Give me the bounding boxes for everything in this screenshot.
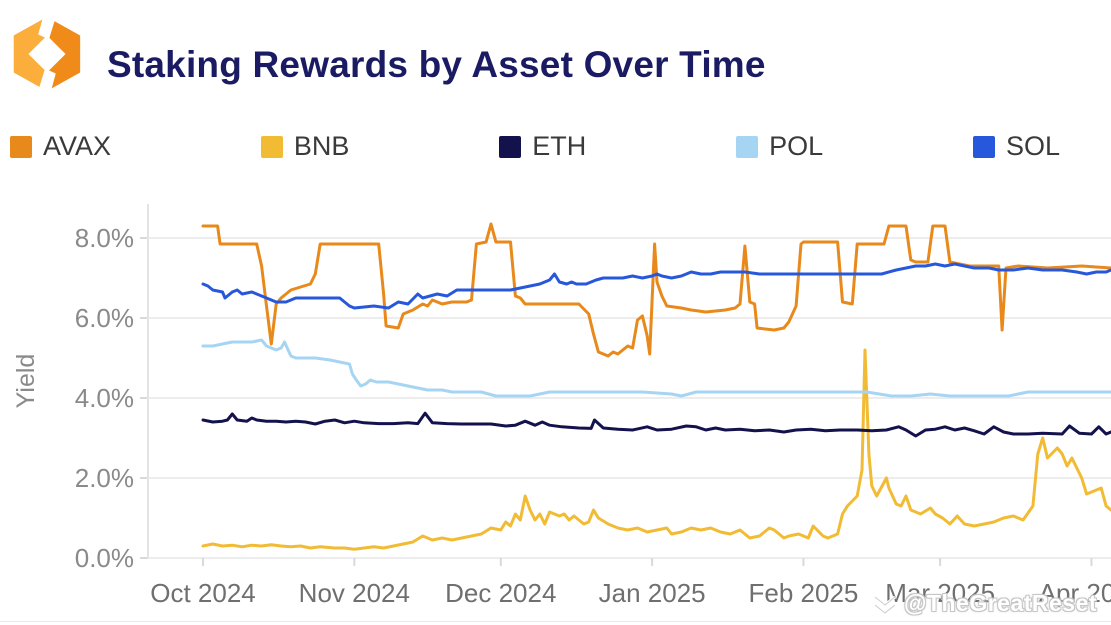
legend-color-swatch	[736, 135, 759, 158]
legend-color-swatch	[10, 135, 32, 158]
y-tick-label-6.0%: 6.0%	[75, 303, 134, 333]
legend-label: POL	[769, 131, 824, 161]
y-tick-label-4.0%: 4.0%	[75, 383, 134, 413]
y-tick-label-0.0%: 0.0%	[75, 543, 134, 573]
x-tick-label-jan-2025: Jan 2025	[599, 578, 706, 608]
x-tick-label-apr-2025: Apr 2025	[1039, 578, 1111, 608]
y-tick-label-8.0%: 8.0%	[75, 223, 134, 253]
legend-item-pol[interactable]: POL	[736, 131, 823, 162]
chart-legend: AVAX BNB ETH POL SOL	[10, 131, 1060, 162]
legend-color-swatch	[499, 135, 522, 158]
legend-color-swatch	[972, 135, 995, 158]
page-title: Staking Rewards by Asset Over Time	[107, 44, 766, 85]
series-line-avax	[201, 222, 1111, 358]
legend-label: ETH	[532, 131, 587, 161]
series-line-bnb	[201, 348, 1111, 551]
legend-label: BNB	[293, 131, 350, 161]
watermark-text: @TheGreatReset	[904, 590, 1098, 616]
x-tick-label-feb-2025: Feb 2025	[749, 578, 859, 608]
watermark: @TheGreatReset	[872, 590, 1097, 617]
x-tick-label-mar-2025: Mar 2025	[885, 578, 995, 608]
x-tick-label-nov-2024: Nov 2024	[299, 578, 410, 608]
staking-rewards-logo	[13, 13, 81, 95]
bottom-divider	[0, 621, 1111, 622]
y-axis-title: Yield	[12, 354, 40, 409]
x-tick-label-oct-2024: Oct 2024	[150, 578, 256, 608]
series-line-eth	[201, 411, 1111, 438]
y-tick-label-2.0%: 2.0%	[75, 463, 134, 493]
legend-item-bnb[interactable]: BNB	[260, 131, 350, 162]
legend-label: SOL	[1005, 131, 1060, 161]
legend-label: AVAX	[43, 131, 112, 161]
double-chevron-diamond-icon	[874, 595, 896, 615]
legend-item-eth[interactable]: ETH	[499, 131, 586, 162]
x-tick-label-dec-2024: Dec 2024	[445, 578, 556, 608]
legend-item-avax[interactable]: AVAX	[10, 131, 111, 162]
legend-item-sol[interactable]: SOL	[972, 131, 1060, 162]
legend-color-swatch	[260, 135, 283, 158]
series-line-pol	[201, 338, 1111, 398]
series-line-sol	[201, 262, 1111, 310]
